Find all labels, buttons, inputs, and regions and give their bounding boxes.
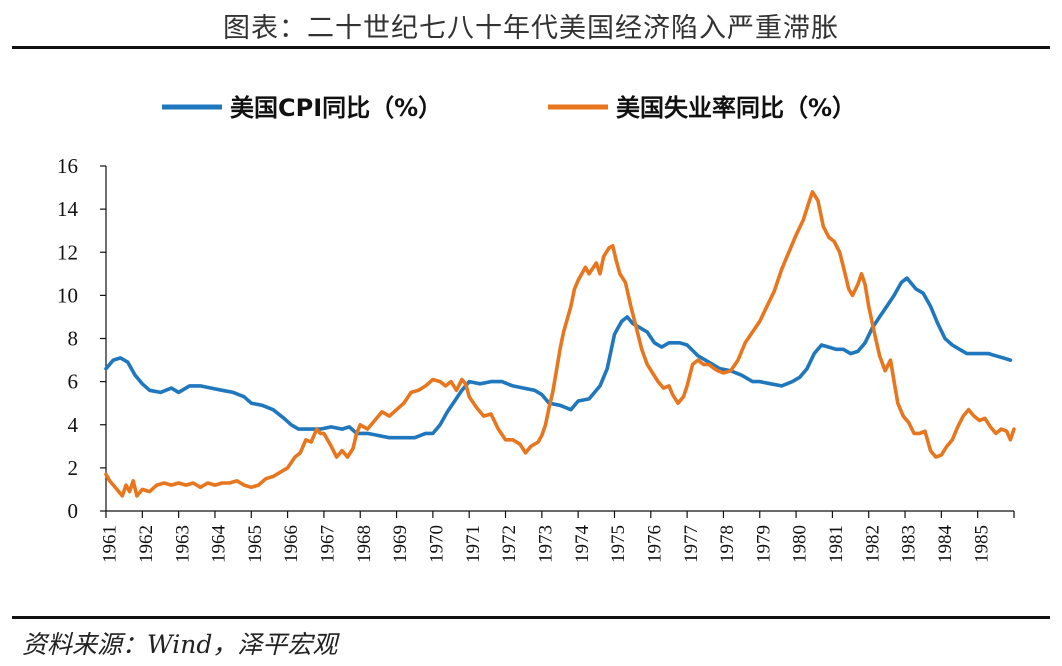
x-tick-label: 1985: [971, 525, 992, 563]
legend-label-unemployment: 美国失业率同比（%）: [616, 94, 856, 122]
x-tick-label: 1972: [499, 525, 520, 563]
x-tick-label: 1979: [753, 525, 774, 563]
y-tick-label: 14: [57, 197, 79, 221]
y-tick-label: 10: [57, 283, 78, 307]
line-chart: 美国CPI同比（%） 美国失业率同比（%） 0 2 4 6 8 10 12 14 16 1961 1…: [57, 94, 1016, 564]
unemployment-series-line: [104, 190, 1016, 498]
x-tick-label: 1981: [826, 525, 847, 563]
x-tick-label: 1971: [463, 525, 484, 563]
x-tick-label: 1961: [100, 525, 121, 563]
y-tick-label: 0: [68, 499, 79, 523]
x-tick-label: 1978: [717, 525, 738, 563]
x-tick-label: 1983: [899, 525, 920, 563]
y-tick-label: 16: [57, 154, 78, 178]
x-tick-label: 1964: [209, 525, 230, 564]
cpi-series-line: [104, 276, 1013, 440]
x-tick-label: 1970: [427, 525, 448, 563]
x-tick-label: 1965: [245, 525, 266, 563]
top-rule: [12, 46, 1050, 49]
legend-label-cpi: 美国CPI同比（%）: [230, 94, 442, 122]
x-tick-label: 1980: [790, 525, 811, 563]
plot-area: [104, 190, 1016, 498]
y-tick-label: 6: [68, 370, 79, 394]
x-tick-label: 1982: [862, 525, 883, 563]
x-tick-label: 1967: [318, 525, 339, 563]
bottom-rule: [12, 616, 1050, 619]
x-tick-label: 1984: [935, 525, 956, 564]
legend: 美国CPI同比（%） 美国失业率同比（%）: [162, 94, 856, 122]
y-tick-label: 2: [68, 456, 79, 480]
x-tick-label: 1963: [172, 525, 193, 563]
x-tick-label: 1969: [390, 525, 411, 563]
x-tick-label: 1968: [354, 525, 375, 563]
x-tick-label: 1966: [281, 525, 302, 563]
y-tick-label: 8: [68, 327, 79, 351]
axes: 0 2 4 6 8 10 12 14 16 1961 1962 1963 1964 1965 1966 196…: [57, 154, 1015, 564]
x-tick-label: 1975: [608, 525, 629, 563]
x-tick-label: 1976: [644, 525, 665, 563]
x-tick-label: 1974: [572, 525, 593, 564]
x-tick-label: 1973: [535, 525, 556, 563]
source-note: 资料来源：Wind，泽平宏观: [22, 630, 338, 659]
chart-title: 图表：二十世纪七八十年代美国经济陷入严重滞胀: [223, 13, 839, 44]
x-tick-label: 1977: [681, 525, 702, 563]
y-tick-label: 12: [57, 240, 78, 264]
x-tick-label: 1962: [136, 525, 157, 563]
y-tick-label: 4: [68, 413, 79, 437]
